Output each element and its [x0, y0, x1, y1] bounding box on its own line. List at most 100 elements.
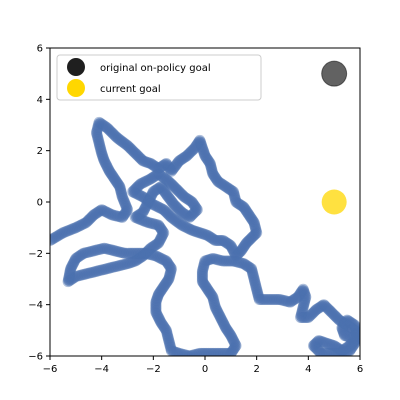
trajectory-point: [104, 167, 116, 178]
trajectory-point: [228, 342, 240, 354]
trajectory-point: [296, 285, 308, 297]
trajectory-point: [173, 155, 185, 167]
trajectory-point: [315, 347, 327, 356]
trajectory-point: [205, 161, 217, 173]
trajectory-point: [154, 315, 166, 327]
trajectory-point: [116, 191, 128, 203]
trajectory-point: [296, 305, 308, 317]
trajectory-point: [149, 240, 161, 252]
trajectory-point: [222, 326, 234, 338]
trajectory-point: [301, 312, 313, 323]
trajectory-point: [250, 223, 262, 235]
trajectory-point: [187, 197, 199, 209]
trajectory-point: [68, 257, 80, 269]
trajectory-point: [264, 294, 276, 305]
trajectory-point: [255, 294, 267, 305]
trajectory-point: [192, 348, 204, 356]
trajectory-point: [246, 232, 257, 244]
trajectory-point: [214, 235, 226, 246]
trajectory-point: [109, 174, 121, 186]
trajectory-point: [184, 211, 195, 223]
trajectory-point: [95, 243, 107, 255]
trajectory-point: [91, 128, 103, 140]
trajectory-point: [159, 278, 171, 290]
trajectory-point: [342, 315, 354, 327]
trajectory-point: [354, 330, 360, 341]
trajectory-point: [148, 250, 160, 261]
trajectory-point: [348, 324, 359, 335]
trajectory-point: [164, 340, 176, 352]
trajectory-point: [111, 260, 123, 272]
trajectory-point: [221, 237, 233, 249]
trajectory-point: [181, 210, 193, 222]
trajectory-point: [131, 247, 143, 259]
trajectory-point: [70, 222, 82, 234]
trajectory-point: [349, 336, 360, 347]
trajectory-point: [111, 132, 123, 144]
trajectory-point: [200, 151, 212, 163]
trajectory-point: [249, 276, 261, 288]
trajectory-point: [209, 172, 221, 184]
trajectory-point: [153, 288, 164, 300]
trajectory-point: [161, 207, 173, 219]
trajectory-point: [99, 156, 111, 168]
trajectory-point: [91, 207, 102, 219]
trajectory-point: [97, 152, 109, 164]
trajectory-point: [175, 154, 186, 166]
trajectory-point: [228, 189, 240, 201]
trajectory-point: [70, 253, 82, 264]
trajectory-point: [335, 315, 347, 327]
trajectory-point: [74, 220, 86, 231]
trajectory-point: [158, 172, 170, 184]
trajectory-point: [164, 338, 176, 350]
trajectory-point: [162, 258, 174, 270]
trajectory-point: [344, 321, 356, 333]
trajectory-point: [109, 210, 121, 222]
trajectory-point: [247, 268, 259, 280]
trajectory-point: [176, 206, 188, 218]
trajectory-point: [153, 182, 164, 194]
trajectory-point: [94, 264, 106, 276]
trajectory-point: [217, 255, 229, 267]
trajectory-point: [170, 182, 181, 194]
trajectory-point: [180, 192, 192, 204]
trajectory-point: [180, 209, 192, 221]
trajectory-point: [187, 208, 199, 220]
trajectory-point: [187, 144, 198, 156]
trajectory-point: [215, 313, 227, 325]
trajectory-point: [208, 294, 220, 306]
trajectory-point: [156, 160, 168, 172]
trajectory-point: [216, 178, 228, 190]
trajectory-point: [198, 260, 210, 272]
trajectory-point: [203, 230, 215, 242]
trajectory-point: [119, 197, 131, 209]
trajectory-point: [72, 251, 84, 263]
trajectory-point: [343, 331, 355, 343]
trajectory-point: [338, 347, 349, 356]
trajectory-point: [153, 287, 165, 299]
trajectory-point: [249, 278, 261, 290]
trajectory-point: [132, 149, 143, 161]
trajectory-point: [96, 204, 108, 216]
trajectory-point: [146, 198, 158, 210]
trajectory-point: [217, 316, 229, 328]
trajectory-point: [319, 347, 331, 356]
trajectory-point: [241, 236, 253, 248]
trajectory-point: [286, 295, 297, 307]
trajectory-point: [76, 219, 88, 231]
trajectory-point: [240, 238, 251, 250]
trajectory-point: [195, 139, 207, 151]
trajectory-point: [97, 119, 109, 131]
trajectory-point: [207, 293, 219, 305]
trajectory-point: [157, 282, 169, 294]
trajectory-point: [97, 264, 109, 276]
trajectory-point: [95, 146, 107, 157]
trajectory-point: [102, 207, 114, 219]
trajectory-point: [140, 200, 152, 212]
trajectory-point: [102, 123, 114, 135]
trajectory-point: [241, 206, 253, 218]
trajectory-point: [177, 152, 189, 164]
trajectory-point: [274, 294, 286, 305]
trajectory-point: [51, 230, 63, 242]
trajectory-point: [310, 342, 322, 354]
